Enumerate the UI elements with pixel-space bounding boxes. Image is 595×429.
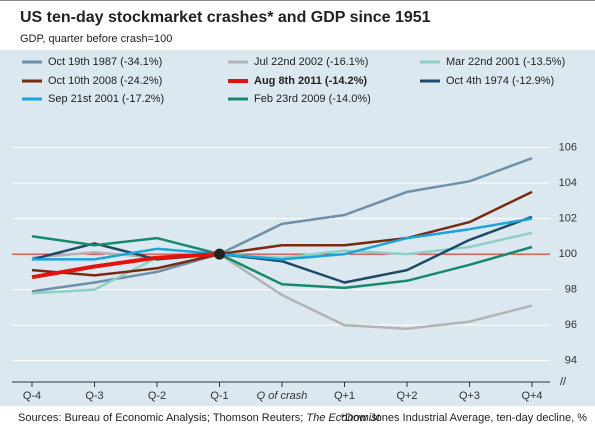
x-tick-label: Q+1 <box>334 390 355 402</box>
top-rule <box>0 0 595 1</box>
y-tick-label: 94 <box>565 355 577 367</box>
series-line <box>31 215 533 284</box>
x-tick-label: Q-3 <box>85 390 103 402</box>
y-tick-label: 102 <box>559 212 577 224</box>
y-tick-label: 106 <box>559 141 577 153</box>
y-tick-label: 96 <box>565 319 577 331</box>
legend-label: Oct 19th 1987 (-34.1%) <box>48 56 162 68</box>
legend-label: Oct 4th 1974 (-12.9%) <box>446 75 554 87</box>
source-italic: The Economist <box>306 412 380 424</box>
plot-background <box>0 50 595 406</box>
series-line <box>31 252 220 280</box>
index-point <box>214 248 225 260</box>
y-tick-label: 100 <box>559 248 577 260</box>
axis-break: // <box>560 376 567 388</box>
x-tick-label: Q+2 <box>396 390 417 402</box>
footnote: *Dow Jones Industrial Average, ten-day d… <box>341 412 587 424</box>
legend-label: Oct 10th 2008 (-24.2%) <box>48 75 162 87</box>
chart-subtitle: GDP, quarter before crash=100 <box>20 33 172 45</box>
legend-label: Aug 8th 2011 (-14.2%) <box>254 75 367 87</box>
y-tick-label: 104 <box>559 177 577 189</box>
x-tick-label: Q+4 <box>521 390 542 402</box>
source-text: Sources: Bureau of Economic Analysis; Th… <box>18 412 306 424</box>
legend-label: Mar 22nd 2001 (-13.5%) <box>446 56 565 68</box>
legend-label: Feb 23rd 2009 (-14.0%) <box>254 93 371 105</box>
x-tick-label: Q of crash <box>257 390 308 402</box>
x-tick-label: Q-4 <box>23 390 41 402</box>
x-tick-label: Q-1 <box>210 390 228 402</box>
legend-label: Sep 21st 2001 (-17.2%) <box>48 93 164 105</box>
chart-title: US ten-day stockmarket crashes* and GDP … <box>20 9 431 26</box>
series-line <box>31 251 533 330</box>
series-line <box>31 235 533 290</box>
x-tick-label: Q-2 <box>148 390 166 402</box>
x-tick-label: Q+3 <box>459 390 480 402</box>
y-tick-label: 98 <box>565 284 577 296</box>
series-line <box>32 217 533 261</box>
legend-label: Jul 22nd 2002 (-16.1%) <box>254 56 368 68</box>
source: Sources: Bureau of Economic Analysis; Th… <box>18 412 381 424</box>
series-line <box>31 190 533 277</box>
